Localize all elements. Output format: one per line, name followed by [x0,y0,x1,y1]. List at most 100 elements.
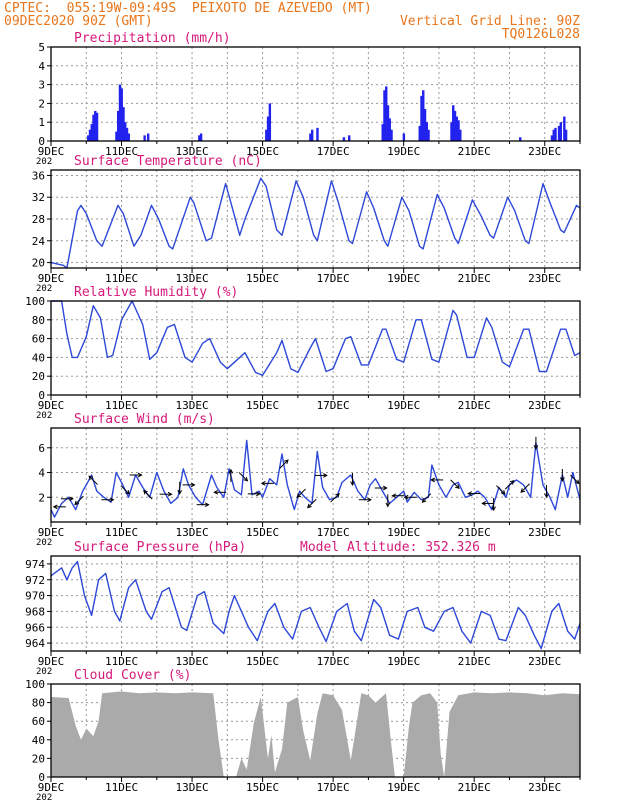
wind-arrow-shaft [279,459,289,469]
wind-arrow-head [323,473,328,478]
wind-arrow-head [520,488,526,493]
wind-arrow-head [421,498,427,503]
precip-bar [453,110,457,141]
panel-title: Surface Temperature (nC) [74,154,262,169]
precip-bar [455,116,458,141]
precip-bar [381,124,384,141]
x-tick-label: 19DEC [387,781,420,794]
x-tick-label: 17DEC [317,526,350,539]
panel-annotation: Model Altitude: 352.326 m [300,540,496,555]
x-tick-label: 9DEC [38,655,65,668]
y-tick-label: 3 [38,79,45,92]
precip-bar [459,129,462,141]
wind-arrow-head [574,479,580,485]
header-model-id: TQ0126L028 [501,27,580,42]
panel-title: Cloud Cover (%) [74,668,191,683]
precip-bar [425,122,428,141]
wind-arrow-head [256,491,261,497]
precip-bar [557,125,561,141]
series-line [50,439,581,518]
panel-frame [50,555,581,652]
x-tick-label: 11DEC [105,272,138,285]
wind-arrow-shaft [296,488,306,498]
cloud-cover-area [51,691,580,777]
y-tick-label: 972 [25,574,45,587]
precip-bar [118,84,122,141]
panel-title: Precipitation (mm/h) [74,31,231,46]
x-year-fragment: 202 [36,284,52,294]
precip-bar [564,129,568,141]
y-tick-label: 40 [32,734,45,747]
panel-frame [50,169,581,269]
x-year-fragment: 202 [36,538,52,548]
precip-bar [122,107,125,141]
y-tick-label: 970 [25,590,45,603]
x-tick-label: 11DEC [105,145,138,158]
x-tick-label: 13DEC [176,781,209,794]
y-tick-label: 36 [32,169,45,182]
precip-bar [385,86,388,141]
precip-bar [348,135,351,141]
wind-arrow-shaft [120,485,130,495]
wind-arrow-shaft [238,472,248,482]
precip-bar [420,95,423,141]
panel-title: Surface Pressure (hPa) [74,540,246,555]
wind-arrow-shaft [74,495,84,505]
x-tick-label: 15DEC [246,145,279,158]
y-tick-label: 968 [25,605,45,618]
y-tick-label: 40 [32,351,45,364]
wind-arrow-head [559,477,565,483]
precip-bar [418,125,421,141]
y-tick-label: 100 [25,678,45,691]
wind-arrow-head [88,475,94,481]
precip-bar [95,112,99,141]
panel-frame [50,46,581,142]
x-tick-label: 13DEC [176,272,209,285]
wind-arrow-head [335,492,340,498]
wind-arrow-head [228,468,234,474]
wind-arrow-shaft [88,475,98,485]
y-tick-label: 100 [25,295,45,308]
precip-bar [519,137,522,141]
panel-title: Surface Wind (m/s) [74,412,215,427]
y-tick-label: 974 [25,558,45,571]
precip-bar [117,110,120,141]
y-tick-label: 1 [38,116,45,129]
wind-arrow-head [307,503,312,509]
x-tick-label: 15DEC [246,399,279,412]
wind-arrow-shaft [496,485,506,495]
x-tick-label: 11DEC [105,399,138,412]
x-tick-label: 21DEC [458,655,491,668]
x-tick-label: 23DEC [528,655,561,668]
precip-bar [115,131,118,141]
precip-bar [559,122,563,141]
precip-bar [198,135,201,141]
x-tick-label: 13DEC [176,526,209,539]
panel-frame [50,427,581,523]
panel-frame [50,683,581,778]
wind-arrow-head [260,480,266,486]
y-tick-label: 0 [38,771,45,784]
precip-bar [554,127,557,141]
x-tick-label: 19DEC [387,145,420,158]
x-tick-label: 15DEC [246,655,279,668]
y-tick-label: 5 [38,41,45,54]
precip-bar [124,122,127,141]
precip-bar [388,118,391,141]
precip-bar [452,105,455,141]
x-year-fragment: 202 [36,157,52,167]
x-year-fragment: 202 [36,411,52,421]
wind-arrow-shaft [450,479,460,489]
wind-arrow-head [481,501,487,506]
x-tick-label: 9DEC [38,781,65,794]
x-tick-label: 9DEC [38,399,65,412]
x-tick-label: 11DEC [105,655,138,668]
precip-bar [550,135,554,141]
y-tick-label: 2 [38,491,45,504]
wind-arrow-head [509,479,515,485]
wind-arrow-head [533,445,539,450]
x-tick-label: 13DEC [176,399,209,412]
x-tick-label: 17DEC [317,145,350,158]
x-tick-label: 19DEC [387,272,420,285]
x-tick-label: 9DEC [38,145,65,158]
